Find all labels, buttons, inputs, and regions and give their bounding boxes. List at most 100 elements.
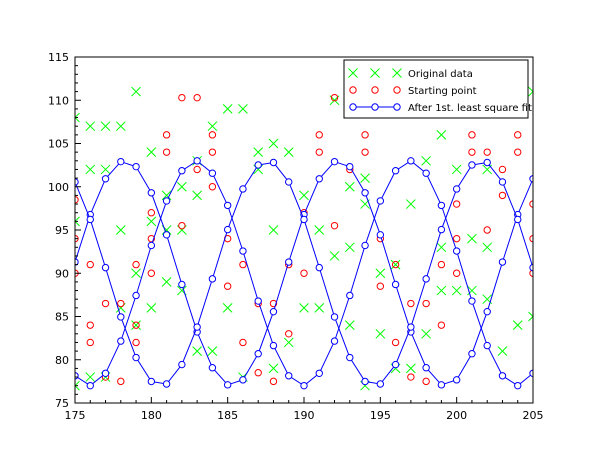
fit-curve-marker (422, 169, 430, 177)
fit-curve-marker (483, 158, 491, 167)
axes: 175 180 185 190 195 200 205 75 80 85 90 95 100 105 110… (48, 51, 544, 422)
fit-curve-marker (285, 258, 293, 266)
legend-swatch-original (392, 68, 402, 78)
starting-point-marker (315, 148, 323, 156)
starting-point-marker (239, 338, 247, 347)
starting-point-marker (269, 299, 278, 308)
original-data-point (344, 242, 355, 253)
fit-curve-marker (315, 263, 323, 272)
original-data-point (85, 121, 96, 132)
starting-point-marker (452, 200, 461, 208)
starting-point-marker (147, 269, 156, 277)
fit-curve-marker (391, 360, 400, 369)
starting-point-marker (178, 93, 186, 102)
fit-curve-marker (422, 364, 430, 372)
fit-curve-marker (147, 377, 156, 386)
original-data-point (421, 328, 431, 339)
fit-curve-marker (376, 197, 385, 205)
fit-curve-marker (437, 381, 446, 389)
original-data-point (467, 285, 477, 296)
starting-point-marker (391, 338, 400, 347)
original-data-point (75, 216, 80, 227)
legend: Original data Starting point After 1st. … (343, 59, 532, 119)
starting-point-marker (101, 299, 110, 308)
starting-point-marker (452, 269, 461, 277)
x-tick-label: 185 (217, 409, 238, 422)
fit-curve-marker (391, 167, 400, 175)
original-data-point (497, 346, 508, 356)
original-data-point (207, 346, 218, 356)
fit-curve-marker (117, 337, 125, 345)
fit-curve-marker (101, 263, 110, 272)
starting-point-marker (300, 269, 308, 277)
original-data-point (299, 302, 309, 313)
fit-curve-marker (483, 307, 491, 316)
y-tick-label: 115 (48, 51, 69, 64)
starting-point-marker (254, 369, 262, 377)
legend-label-original: Original data (408, 69, 473, 80)
original-data-point (100, 164, 111, 175)
original-data-point (360, 173, 370, 183)
fit-curve-marker (223, 225, 232, 234)
fit-curve-marker (132, 162, 140, 171)
fit-curve-marker (452, 185, 461, 193)
original-data-point (222, 104, 233, 114)
fit-curve-marker (452, 376, 461, 384)
original-data-point (253, 147, 264, 158)
fit-curve-marker (132, 291, 140, 300)
starting-point-marker (514, 148, 522, 156)
fit-curve-marker (162, 197, 171, 205)
original-data-point (268, 138, 279, 149)
fit-curve-marker (86, 381, 94, 390)
fit-curve-marker (437, 225, 446, 234)
x-tick-label: 195 (370, 409, 391, 422)
original-data-point (115, 225, 126, 235)
fit-curve-marker (208, 364, 217, 372)
fit-curve-marker (437, 201, 446, 210)
fit-curve-marker (407, 323, 415, 331)
original-data-point (344, 181, 355, 192)
original-data-point (75, 380, 80, 391)
starting-point-marker (178, 221, 186, 230)
original-data-point (375, 328, 386, 339)
starting-point-marker (208, 183, 217, 191)
original-data-point (314, 225, 325, 235)
fit-curve-marker (376, 380, 385, 388)
starting-point-marker (193, 165, 201, 174)
original-data-point (406, 363, 416, 374)
fit-curve-marker (514, 215, 522, 224)
fit-curve-marker (223, 381, 232, 389)
starting-point-marker (452, 234, 461, 243)
starting-point-marker (407, 373, 415, 381)
starting-point-marker (223, 282, 232, 290)
original-data-point (344, 320, 355, 331)
fit-curve-marker (239, 247, 247, 255)
fit-curve-marker (498, 178, 507, 186)
fit-curve-marker (208, 169, 217, 177)
fit-curve-marker (101, 369, 110, 377)
y-tick-label: 85 (55, 311, 69, 324)
original-data-point (512, 320, 523, 331)
x-tick-label: 180 (141, 409, 162, 422)
starting-point-marker (86, 260, 94, 269)
starting-point-marker (330, 93, 339, 102)
original-data-point (482, 242, 493, 253)
legend-box (343, 59, 529, 119)
fit-curve-marker (498, 258, 507, 266)
starting-point-marker (132, 338, 140, 347)
original-data-point (192, 190, 202, 201)
fit-curve-marker (315, 369, 323, 377)
fit-curve-marker (483, 341, 491, 350)
fit-curve-marker (361, 241, 369, 250)
starting-point-marker (422, 377, 430, 386)
legend-swatch-fit (393, 103, 401, 111)
legend-swatch-starting (371, 86, 379, 94)
original-data-point (75, 112, 80, 123)
fit-curve-marker (86, 215, 94, 224)
fit-curve-marker (147, 241, 156, 250)
starting-point-marker (132, 321, 140, 329)
original-data-point (329, 251, 340, 261)
starting-point-marker (86, 321, 94, 329)
starting-point-marker (285, 330, 293, 338)
